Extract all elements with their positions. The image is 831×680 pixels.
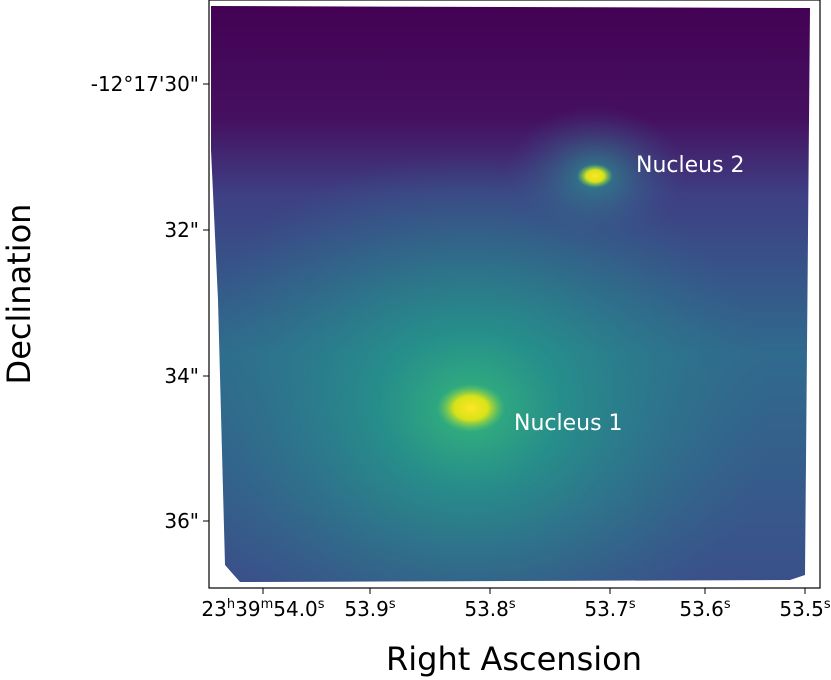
annotation: Nucleus 1 — [514, 411, 623, 436]
tick-superscript: s — [824, 597, 831, 612]
x-tick-label: 53.9s​ — [344, 597, 396, 621]
annotation: Nucleus 2 — [636, 153, 745, 178]
tick-superscript: m — [261, 597, 274, 612]
tick-text: 54.0 — [273, 597, 318, 621]
tick-superscript: h — [227, 597, 235, 612]
tick-superscript: s — [724, 597, 731, 612]
tick-text: 53.5 — [779, 597, 824, 621]
image — [211, 6, 810, 582]
y-tick-label: 34" — [164, 364, 199, 388]
x-tick-label: 53.7s​ — [584, 597, 636, 621]
tick-text: 53.9 — [344, 597, 389, 621]
tick-text: 53.7 — [584, 597, 629, 621]
axes-frame — [208, 0, 821, 589]
y-axis-label: Declination — [0, 204, 38, 385]
tick-text: 39 — [235, 597, 260, 621]
tick-superscript: s — [389, 597, 396, 612]
tick-text: 53.8 — [464, 597, 509, 621]
tick-text: 53.6 — [679, 597, 724, 621]
x-tick-label: 23h​39m​54.0s​ — [201, 597, 324, 621]
y-tick-label: 32" — [164, 218, 199, 242]
x-tick-label: 53.5s​ — [779, 597, 831, 621]
x-tick-label: 53.8s​ — [464, 597, 516, 621]
tick-text: 23 — [201, 597, 226, 621]
y-tick-label: 36" — [164, 509, 199, 533]
tick-superscript: s — [318, 597, 325, 612]
x-axis-label: Right Ascension — [386, 640, 642, 678]
x-tick-label: 53.6s​ — [679, 597, 731, 621]
tick-superscript: s — [509, 597, 516, 612]
tick-superscript: s — [629, 597, 636, 612]
y-tick-label: -12°17'30" — [91, 72, 199, 96]
